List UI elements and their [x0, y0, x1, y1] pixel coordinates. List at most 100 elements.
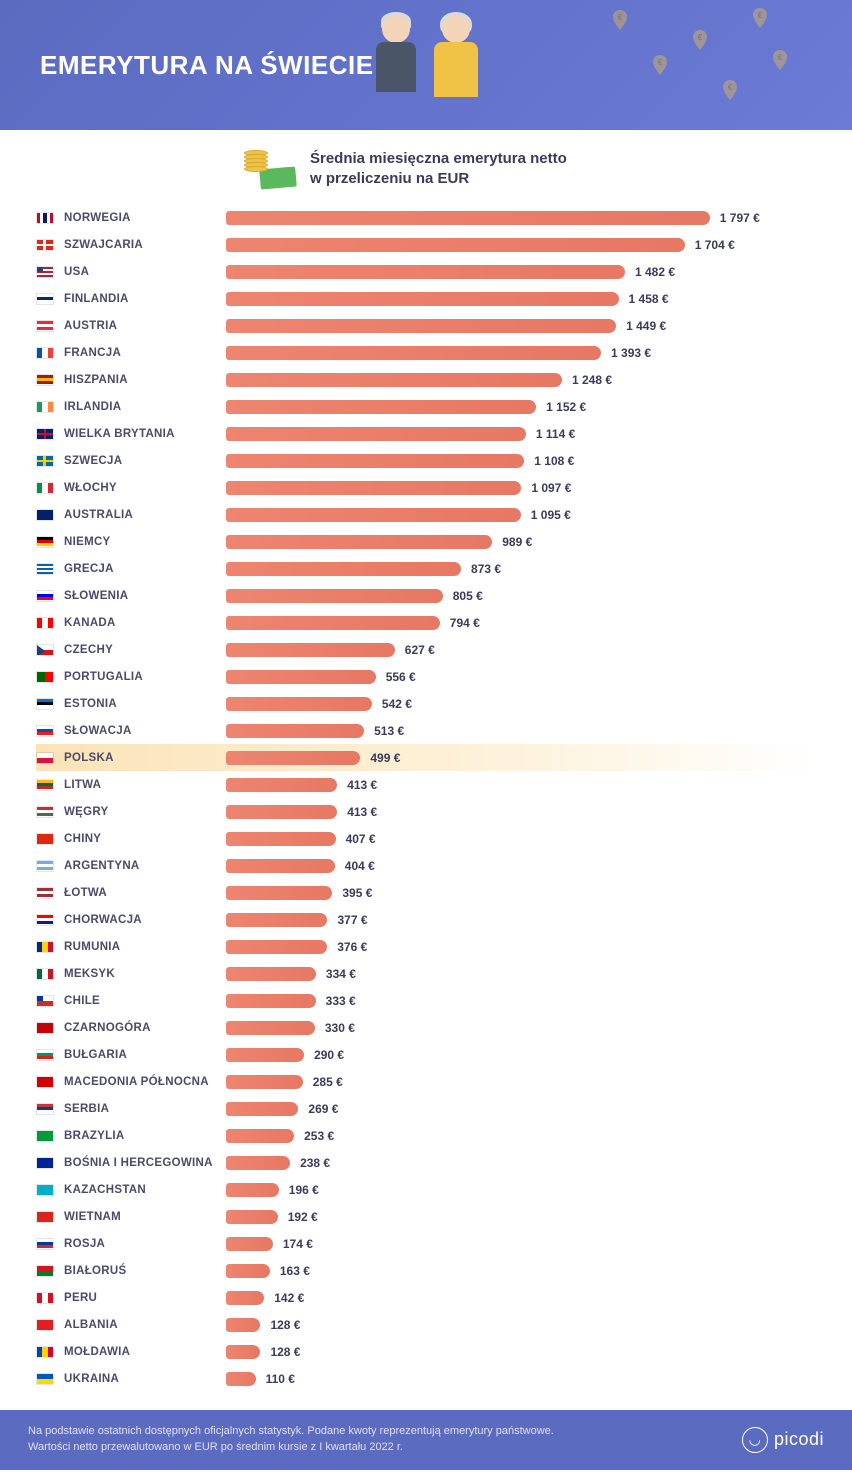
chart-row: FINLANDIA1 458 €	[36, 285, 816, 312]
country-label: SZWAJCARIA	[54, 239, 226, 251]
country-label: GRECJA	[54, 563, 226, 575]
country-label: CHORWACJA	[54, 914, 226, 926]
bar-area: 1 108 €	[226, 454, 816, 468]
bar	[226, 400, 536, 414]
footer-line2: Wartości netto przewalutowano w EUR po ś…	[28, 1440, 554, 1456]
chart-row: LITWA413 €	[36, 771, 816, 798]
bar-area: 285 €	[226, 1075, 816, 1089]
bar-area: 110 €	[226, 1372, 816, 1386]
flag-icon	[36, 1211, 54, 1223]
chart-row: CHORWACJA377 €	[36, 906, 816, 933]
value-label: 794 €	[450, 616, 480, 630]
value-label: 1 458 €	[629, 292, 669, 306]
chart-row: GRECJA873 €	[36, 555, 816, 582]
flag-icon	[36, 1076, 54, 1088]
value-label: 989 €	[502, 535, 532, 549]
flag-icon	[36, 1157, 54, 1169]
value-label: 376 €	[337, 940, 367, 954]
bar-area: 499 €	[226, 751, 816, 765]
value-label: 407 €	[346, 832, 376, 846]
value-label: 1 393 €	[611, 346, 651, 360]
flag-icon	[36, 914, 54, 926]
bar-area: 142 €	[226, 1291, 816, 1305]
brand-icon: ◡	[742, 1427, 768, 1453]
chart-row: CZARNOGÓRA330 €	[36, 1014, 816, 1041]
country-label: WŁOCHY	[54, 482, 226, 494]
country-label: SERBIA	[54, 1103, 226, 1115]
flag-icon	[36, 239, 54, 251]
brand-logo: ◡ picodi	[742, 1427, 824, 1453]
chart-row: KANADA 794 €	[36, 609, 816, 636]
country-label: ŁOTWA	[54, 887, 226, 899]
flag-icon	[36, 1184, 54, 1196]
chart-row: WIETNAM192 €	[36, 1203, 816, 1230]
country-label: KANADA	[54, 617, 226, 629]
value-label: 1 095 €	[531, 508, 571, 522]
country-label: NIEMCY	[54, 536, 226, 548]
country-label: WIELKA BRYTANIA	[54, 428, 226, 440]
flag-icon	[36, 590, 54, 602]
value-label: 1 097 €	[531, 481, 571, 495]
chart-row: MEKSYK334 €	[36, 960, 816, 987]
flag-icon	[36, 401, 54, 413]
country-label: AUSTRIA	[54, 320, 226, 332]
bar-area: 1 152 €	[226, 400, 816, 414]
chart-row: CZECHY627 €	[36, 636, 816, 663]
bar-area: 330 €	[226, 1021, 816, 1035]
flag-icon	[36, 995, 54, 1007]
bar-area: 290 €	[226, 1048, 816, 1062]
chart-row: MOŁDAWIA128 €	[36, 1338, 816, 1365]
value-label: 556 €	[386, 670, 416, 684]
bar-area: 1 797 €	[226, 211, 816, 225]
chart-row: BIAŁORUŚ163 €	[36, 1257, 816, 1284]
chart-row: WIELKA BRYTANIA1 114 €	[36, 420, 816, 447]
bar	[226, 697, 372, 711]
country-label: NORWEGIA	[54, 212, 226, 224]
country-label: ESTONIA	[54, 698, 226, 710]
chart-row: NORWEGIA1 797 €	[36, 204, 816, 231]
flag-icon	[36, 347, 54, 359]
bar-area: 1 458 €	[226, 292, 816, 306]
chart-row: WŁOCHY 1 097 €	[36, 474, 816, 501]
footer-line1: Na podstawie ostatnich dostępnych oficja…	[28, 1424, 554, 1440]
flag-icon	[36, 644, 54, 656]
bar-area: 989 €	[226, 535, 816, 549]
chart-row: ESTONIA542 €	[36, 690, 816, 717]
flag-icon	[36, 1238, 54, 1250]
subtitle-text: Średnia miesięczna emerytura netto w prz…	[310, 149, 567, 190]
chart-row: UKRAINA110 €	[36, 1365, 816, 1392]
country-label: SŁOWACJA	[54, 725, 226, 737]
bar	[226, 1372, 256, 1386]
chart-row: AUSTRALIA1 095 €	[36, 501, 816, 528]
footer-note: Na podstawie ostatnich dostępnych oficja…	[28, 1424, 554, 1456]
country-label: CHILE	[54, 995, 226, 1007]
country-label: USA	[54, 266, 226, 278]
bar	[226, 778, 337, 792]
flag-icon	[36, 833, 54, 845]
bar-area: 128 €	[226, 1345, 816, 1359]
flag-icon	[36, 860, 54, 872]
country-label: BUŁGARIA	[54, 1049, 226, 1061]
country-label: FRANCJA	[54, 347, 226, 359]
brand-name: picodi	[774, 1429, 824, 1450]
value-label: 334 €	[326, 967, 356, 981]
flag-icon	[36, 806, 54, 818]
chart-row: BOŚNIA I HERCEGOWINA238 €	[36, 1149, 816, 1176]
chart-row: IRLANDIA1 152 €	[36, 393, 816, 420]
bar-area: 404 €	[226, 859, 816, 873]
chart-row: HISZPANIA1 248 €	[36, 366, 816, 393]
value-label: 163 €	[280, 1264, 310, 1278]
country-label: ARGENTYNA	[54, 860, 226, 872]
bar-area: 513 €	[226, 724, 816, 738]
bar	[226, 751, 360, 765]
country-label: CZARNOGÓRA	[54, 1022, 226, 1034]
value-label: 1 108 €	[534, 454, 574, 468]
bar	[226, 859, 335, 873]
chart-row: SŁOWENIA805 €	[36, 582, 816, 609]
country-label: MACEDONIA PÓŁNOCNA	[54, 1076, 226, 1088]
country-label: ALBANIA	[54, 1319, 226, 1331]
flag-icon	[36, 509, 54, 521]
value-label: 192 €	[288, 1210, 318, 1224]
bar-area: 1 704 €	[226, 238, 816, 252]
bar	[226, 238, 685, 252]
